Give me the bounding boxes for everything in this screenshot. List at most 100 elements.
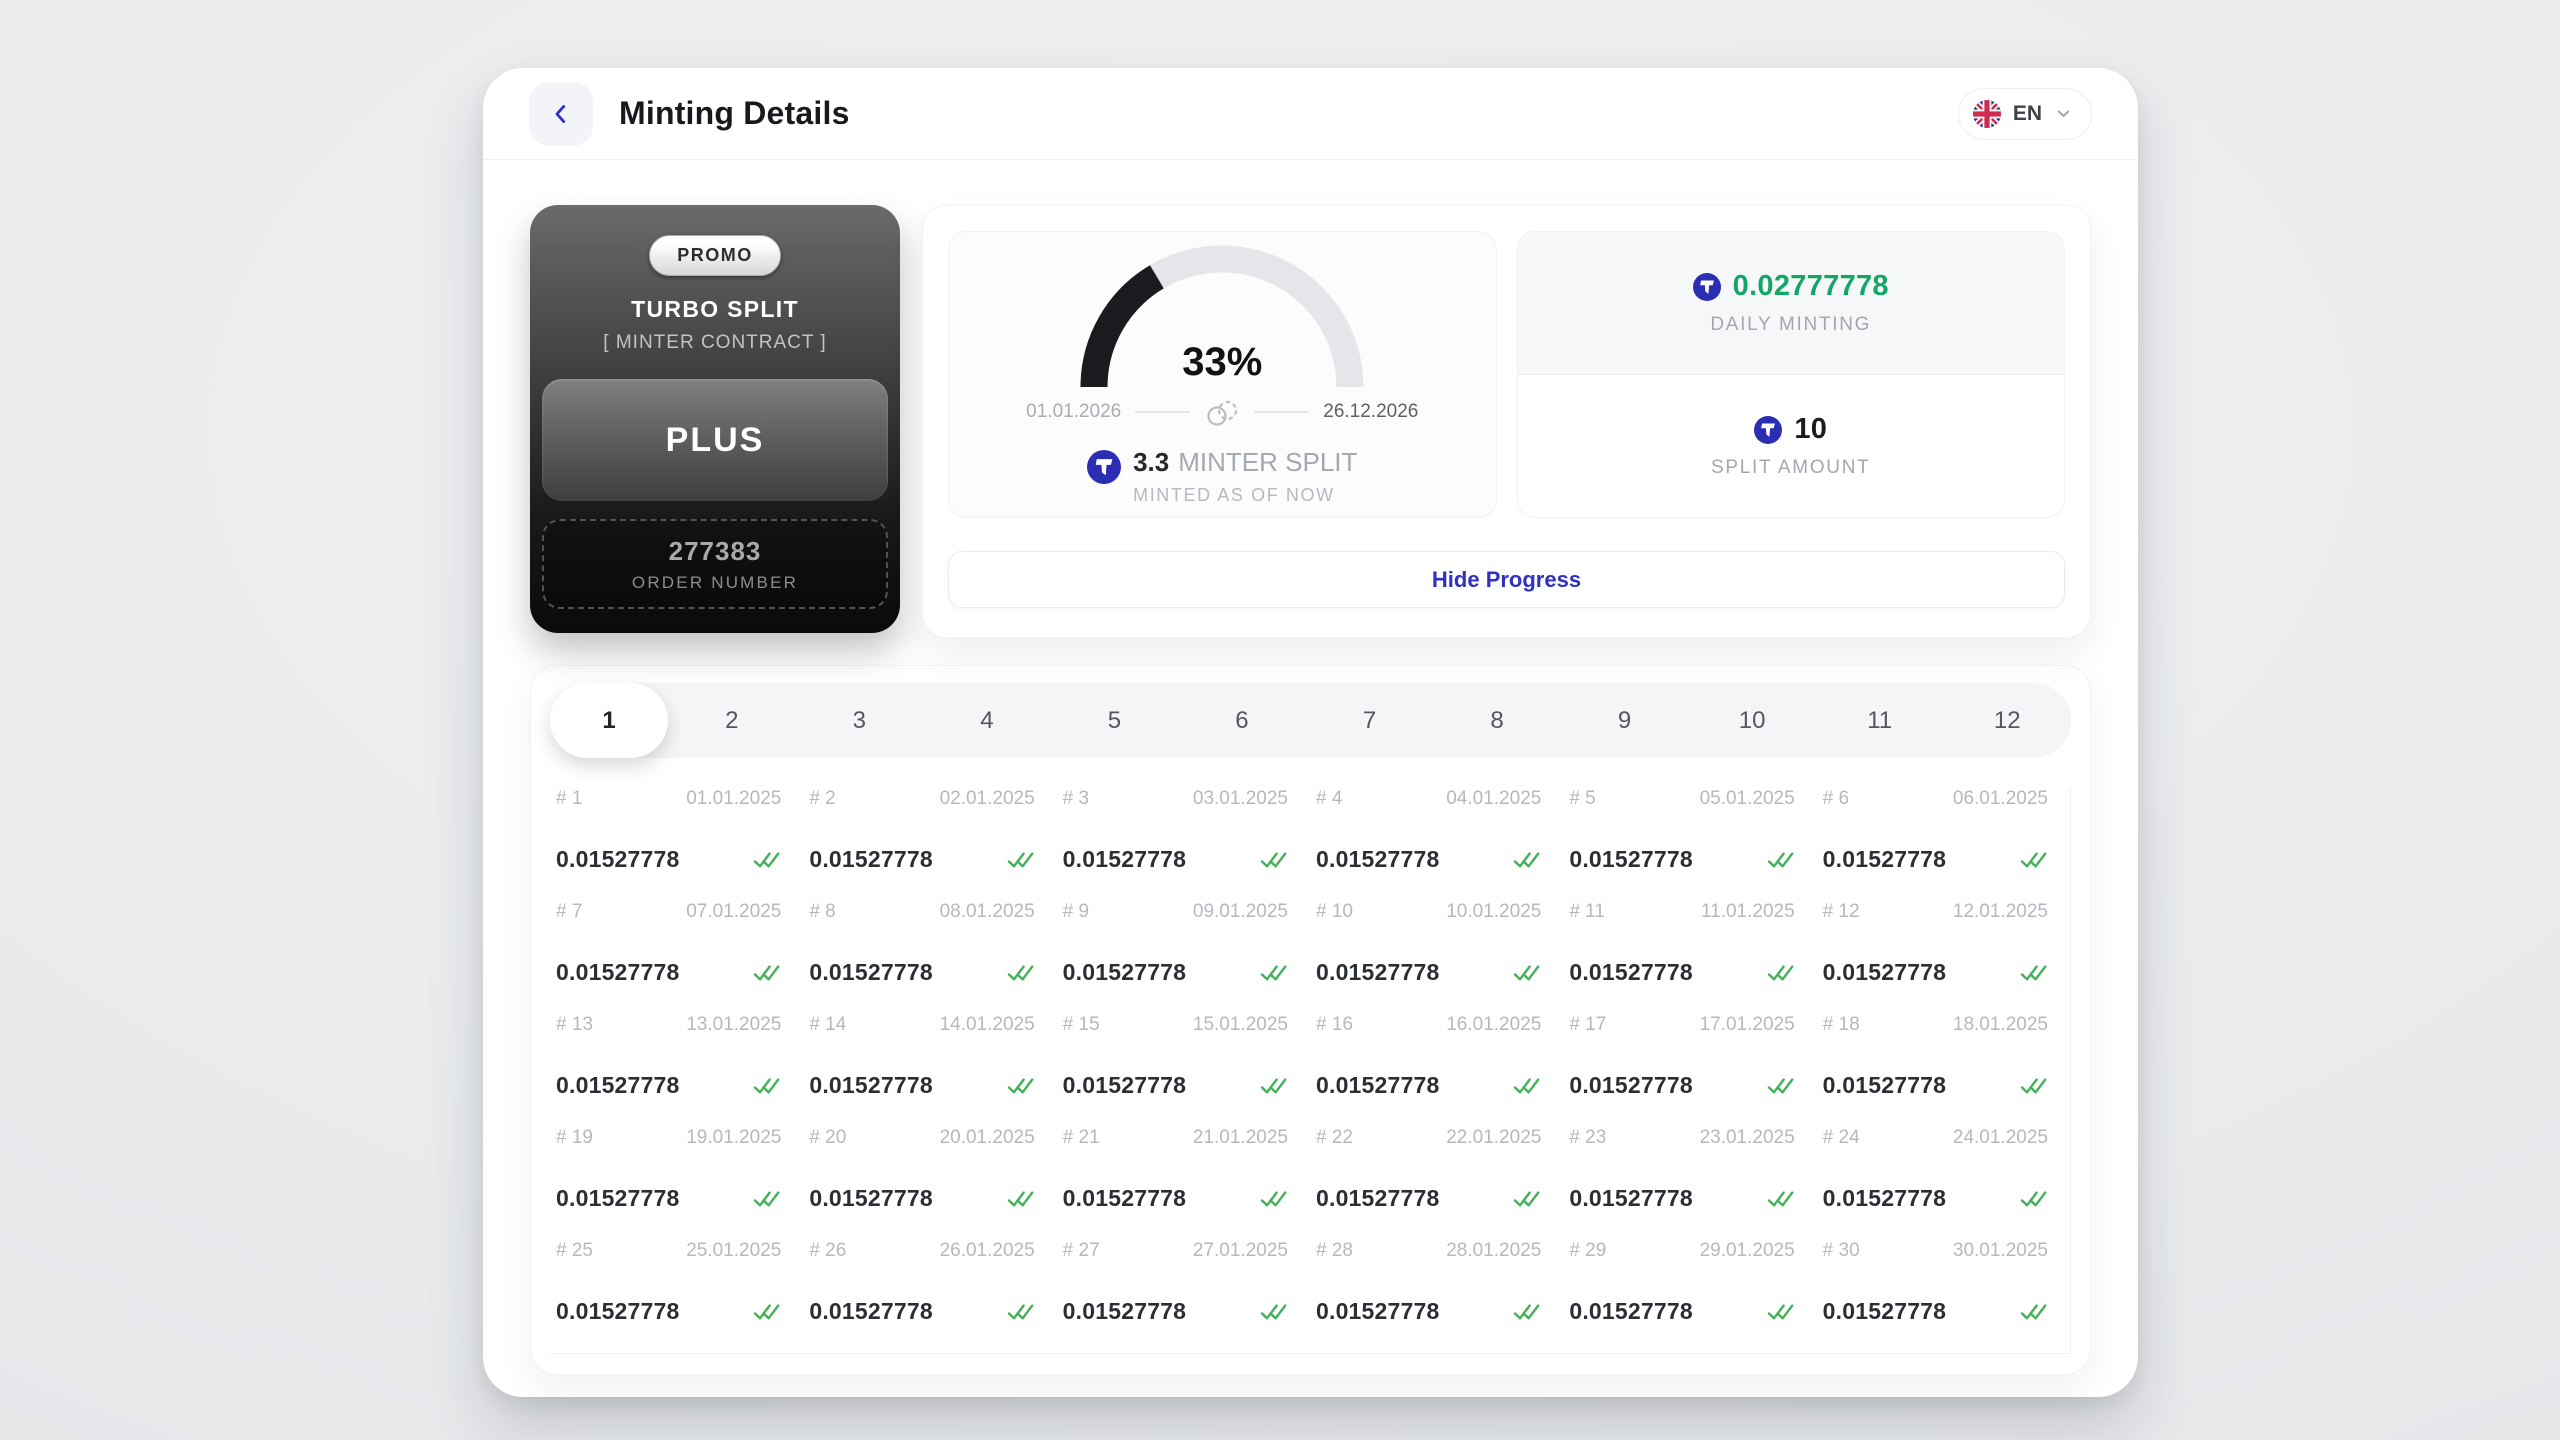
- entry-number: # 3: [1062, 788, 1090, 809]
- entry-number: # 4: [1315, 788, 1343, 809]
- schedule-cell: # 3 03.01.2025 0.01527778: [1063, 788, 1288, 901]
- month-page-button[interactable]: 5: [1051, 683, 1179, 758]
- schedule-cell: # 2 02.01.2025 0.01527778: [809, 788, 1034, 901]
- month-page-button[interactable]: 9: [1561, 683, 1689, 758]
- entry-date: 04.01.2025: [1446, 788, 1542, 809]
- entry-date: 22.01.2025: [1446, 1127, 1542, 1148]
- month-page-button[interactable]: 4: [923, 683, 1051, 758]
- month-page-button[interactable]: 6: [1178, 683, 1306, 758]
- start-date: 01.01.2026: [1026, 401, 1122, 422]
- chevron-left-icon: [548, 101, 574, 127]
- schedule-cell: # 14 14.01.2025 0.01527778: [809, 1014, 1034, 1127]
- minted-double-check-icon: [1260, 963, 1288, 983]
- schedule-cell: # 10 10.01.2025 0.01527778: [1316, 901, 1541, 1014]
- entry-amount: 0.01527778: [556, 959, 680, 985]
- schedule-cell: # 18 18.01.2025 0.01527778: [1823, 1014, 2048, 1127]
- entry-date: 10.01.2025: [1446, 901, 1542, 922]
- month-page-button[interactable]: 11: [1816, 683, 1944, 758]
- entry-amount: 0.01527778: [1315, 1298, 1440, 1324]
- entry-date: 21.01.2025: [1192, 1127, 1288, 1148]
- hide-progress-button[interactable]: Hide Progress: [948, 551, 2065, 608]
- entry-amount: 0.01527778: [1822, 959, 1947, 985]
- schedule-cell: # 25 25.01.2025 0.01527778: [556, 1240, 781, 1353]
- entry-date: 27.01.2025: [1192, 1240, 1288, 1261]
- entry-amount: 0.01527778: [1315, 846, 1440, 872]
- entry-amount: 0.01527778: [1569, 959, 1693, 985]
- month-page-button[interactable]: 10: [1688, 683, 1816, 758]
- schedule-cell: # 1 01.01.2025 0.01527778: [556, 788, 781, 901]
- entry-amount: 0.01527778: [556, 1185, 680, 1211]
- entry-amount: 0.01527778: [1569, 1072, 1693, 1098]
- entry-amount: 0.01527778: [1315, 1072, 1440, 1098]
- back-button[interactable]: [529, 81, 593, 146]
- schedule-cell: # 5 05.01.2025 0.01527778: [1569, 788, 1794, 901]
- entry-amount: 0.01527778: [1062, 1298, 1187, 1324]
- month-page-button[interactable]: 2: [668, 683, 796, 758]
- entry-amount: 0.01527778: [1822, 846, 1947, 872]
- plan-box: PLUS: [542, 379, 888, 501]
- order-number-label: ORDER NUMBER: [631, 572, 799, 592]
- entry-number: # 23: [1569, 1127, 1607, 1148]
- top-row: PROMO TURBO SPLIT [ MINTER CONTRACT ] PL…: [530, 205, 2091, 638]
- entry-date: 05.01.2025: [1699, 788, 1795, 809]
- entry-number: # 20: [809, 1127, 847, 1148]
- minted-double-check-icon: [1767, 1189, 1795, 1209]
- entry-number: # 28: [1315, 1240, 1353, 1261]
- minted-double-check-icon: [1007, 963, 1035, 983]
- order-number: 277383: [668, 535, 762, 566]
- token-coin-icon: [1754, 415, 1783, 444]
- entry-date: 09.01.2025: [1192, 901, 1288, 922]
- entry-amount: 0.01527778: [1062, 1185, 1187, 1211]
- progress-gauge-card: 33% 01.01.2026: [948, 231, 1497, 518]
- minted-double-check-icon: [2020, 1189, 2048, 1209]
- minted-double-check-icon: [1767, 1076, 1795, 1096]
- entry-date: 15.01.2025: [1192, 1014, 1288, 1035]
- split-amount-stat: 10 SPLIT AMOUNT: [1518, 375, 2065, 517]
- language-selector[interactable]: EN: [1957, 87, 2092, 140]
- schedule-cell: # 24 24.01.2025 0.01527778: [1823, 1127, 2048, 1240]
- schedule-cell: # 15 15.01.2025 0.01527778: [1063, 1014, 1288, 1127]
- entry-amount: 0.01527778: [809, 959, 933, 985]
- date-divider-line: [1135, 411, 1191, 413]
- daily-minting-stat: 0.02777778 DAILY MINTING: [1517, 232, 2064, 375]
- entry-date: 23.01.2025: [1699, 1127, 1795, 1148]
- entry-number: # 21: [1062, 1127, 1100, 1148]
- month-page-button[interactable]: 3: [796, 683, 924, 758]
- month-page-button[interactable]: 12: [1943, 683, 2071, 758]
- minted-double-check-icon: [753, 1189, 781, 1209]
- entry-number: # 22: [1315, 1127, 1353, 1148]
- entry-date: 14.01.2025: [939, 1014, 1035, 1035]
- minted-value: 3.3: [1133, 447, 1170, 477]
- entry-date: 18.01.2025: [1952, 1014, 2048, 1035]
- entry-date: 12.01.2025: [1952, 901, 2048, 922]
- entry-date: 01.01.2025: [686, 788, 782, 809]
- progress-dates: 01.01.2026 26.12.2026: [1026, 397, 1418, 427]
- schedule-cell: # 29 29.01.2025 0.01527778: [1569, 1240, 1794, 1353]
- schedule-cell: # 28 28.01.2025 0.01527778: [1316, 1240, 1541, 1353]
- minting-details-window: Minting Details EN: [483, 68, 2138, 1397]
- entry-number: # 24: [1822, 1127, 1860, 1148]
- month-page-button[interactable]: 8: [1433, 683, 1561, 758]
- schedule-cell: # 20 20.01.2025 0.01527778: [809, 1127, 1034, 1240]
- progress-percent: 33%: [1182, 340, 1263, 384]
- month-page-button[interactable]: 7: [1306, 683, 1434, 758]
- schedule-cell: # 19 19.01.2025 0.01527778: [556, 1127, 781, 1240]
- schedule-cell: # 21 21.01.2025 0.01527778: [1063, 1127, 1288, 1240]
- entry-number: # 2: [809, 788, 836, 809]
- entry-amount: 0.01527778: [1822, 1072, 1947, 1098]
- schedule-cell: # 16 16.01.2025 0.01527778: [1316, 1014, 1541, 1127]
- entry-date: 16.01.2025: [1446, 1014, 1542, 1035]
- entry-date: 19.01.2025: [686, 1127, 782, 1148]
- schedule-cell: # 9 09.01.2025 0.01527778: [1063, 901, 1288, 1014]
- entry-amount: 0.01527778: [1569, 1298, 1693, 1324]
- minted-double-check-icon: [1767, 1302, 1795, 1322]
- entry-amount: 0.01527778: [556, 1298, 680, 1324]
- entry-amount: 0.01527778: [1822, 1298, 1947, 1324]
- minted-double-check-icon: [1767, 850, 1795, 870]
- page-title: Minting Details: [619, 95, 850, 131]
- token-coin-icon: [1692, 272, 1721, 301]
- uk-flag-icon: [1972, 99, 2001, 128]
- month-page-button[interactable]: 1: [550, 683, 668, 758]
- stats-card: 0.02777778 DAILY MINTING: [1516, 231, 2065, 518]
- entry-date: 24.01.2025: [1952, 1127, 2048, 1148]
